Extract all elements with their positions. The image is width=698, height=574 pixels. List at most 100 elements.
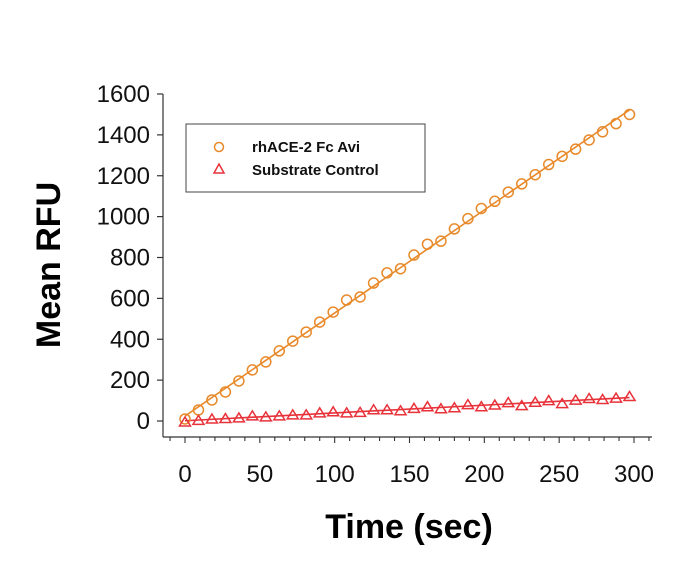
legend-label-rhace2: rhACE-2 Fc Avi (252, 139, 360, 156)
data-point-rhace2 (475, 202, 488, 215)
data-point-substrate-control (420, 400, 435, 412)
data-point-substrate-control (245, 409, 260, 421)
legend-marker-triangle-icon (212, 162, 226, 174)
data-point-rhace2 (516, 178, 528, 190)
data-point-rhace2 (502, 186, 515, 198)
x-ticks: 0 50 100 150 200 250 300 (169, 437, 654, 488)
data-point-rhace2 (394, 262, 407, 275)
data-point-rhace2 (462, 212, 474, 225)
y-tick-label: 0 (137, 408, 150, 435)
data-point-rhace2 (219, 386, 232, 398)
data-point-rhace2 (569, 143, 582, 155)
data-point-substrate-control (299, 408, 314, 420)
data-point-rhace2 (623, 108, 636, 121)
y-tick-label: 1000 (97, 204, 150, 231)
data-point-rhace2 (246, 364, 259, 376)
data-point-rhace2 (273, 345, 286, 357)
y-tick-label: 200 (110, 367, 150, 394)
data-point-substrate-control (380, 403, 394, 415)
data-point-rhace2 (354, 291, 366, 303)
data-point-rhace2 (381, 267, 393, 279)
data-point-rhace2 (408, 249, 420, 261)
data-point-rhace2 (179, 413, 191, 425)
data-point-substrate-control (582, 392, 596, 404)
data-point-rhace2 (233, 375, 245, 387)
x-tick-label: 0 (178, 461, 191, 488)
data-point-rhace2 (610, 117, 622, 130)
data-point-substrate-control (568, 393, 583, 405)
data-point-substrate-control (393, 404, 408, 416)
x-tick-label: 150 (389, 461, 429, 488)
x-tick-label: 300 (614, 461, 654, 488)
legend-item-rhace2: rhACE-2 Fc Avi (213, 139, 360, 156)
fit-line-substrate-control (184, 396, 630, 422)
y-tick-label: 1400 (97, 122, 150, 149)
data-point-rhace2 (448, 223, 461, 235)
legend-box (185, 123, 426, 193)
data-point-rhace2 (313, 316, 326, 328)
data-point-rhace2 (421, 238, 434, 250)
data-point-substrate-control (272, 409, 287, 421)
data-point-substrate-control (178, 415, 192, 427)
data-point-substrate-control (407, 401, 421, 414)
y-tick-label: 400 (110, 326, 150, 353)
data-point-substrate-control (326, 405, 341, 417)
data-point-substrate-control (622, 390, 637, 402)
data-point-substrate-control (528, 395, 543, 407)
legend-label-substrate-control: Substrate Control (252, 162, 379, 179)
data-point-substrate-control (218, 412, 233, 424)
data-point-substrate-control (191, 413, 206, 426)
x-tick-label: 50 (246, 461, 273, 488)
data-point-substrate-control (501, 396, 516, 408)
data-point-rhace2 (367, 277, 380, 289)
data-point-substrate-control (205, 412, 219, 424)
data-point-substrate-control (366, 403, 381, 415)
y-tick-label: 1600 (97, 81, 150, 108)
data-point-substrate-control (474, 400, 489, 412)
x-tick-label: 250 (539, 461, 579, 488)
data-point-rhace2 (529, 168, 541, 181)
data-point-substrate-control (541, 394, 556, 406)
fit-line-rhace2 (184, 109, 630, 417)
legend-marker-circle-icon (213, 141, 225, 153)
data-point-substrate-control (609, 391, 623, 403)
data-point-rhace2 (206, 394, 218, 406)
y-axis-title: Mean RFU (30, 182, 68, 348)
data-point-rhace2 (556, 150, 568, 163)
data-point-substrate-control (487, 398, 502, 410)
data-point-substrate-control (555, 397, 569, 409)
data-point-substrate-control (285, 408, 300, 420)
data-points (178, 108, 637, 427)
legend: rhACE-2 Fc Avi Substrate Control (185, 123, 426, 193)
data-point-rhace2 (340, 294, 353, 306)
y-tick-label: 800 (110, 245, 150, 272)
data-point-substrate-control (595, 393, 610, 405)
x-tick-label: 200 (464, 461, 504, 488)
data-point-rhace2 (327, 306, 339, 318)
data-point-substrate-control (514, 399, 529, 411)
legend-item-substrate-control: Substrate Control (212, 162, 379, 179)
x-tick-label: 100 (315, 461, 355, 488)
data-point-substrate-control (461, 398, 475, 410)
data-point-rhace2 (489, 195, 501, 208)
data-point-substrate-control (232, 411, 246, 423)
data-point-rhace2 (260, 356, 272, 368)
data-point-rhace2 (596, 126, 609, 138)
fit-lines (184, 109, 630, 422)
data-point-substrate-control (258, 410, 273, 422)
data-point-rhace2 (435, 235, 447, 247)
data-point-rhace2 (287, 335, 299, 347)
data-point-substrate-control (447, 401, 462, 413)
data-point-substrate-control (353, 405, 367, 418)
data-point-substrate-control (339, 406, 354, 418)
data-point-substrate-control (312, 406, 327, 418)
y-tick-label: 600 (110, 285, 150, 312)
data-point-rhace2 (542, 158, 555, 171)
y-tick-label: 1200 (97, 163, 150, 190)
y-ticks: 0 200 400 600 800 1000 1200 1400 1600 (97, 81, 163, 435)
data-point-rhace2 (300, 326, 312, 338)
data-point-substrate-control (434, 402, 448, 414)
data-point-rhace2 (583, 134, 595, 146)
x-axis-title: Time (sec) (325, 508, 493, 546)
